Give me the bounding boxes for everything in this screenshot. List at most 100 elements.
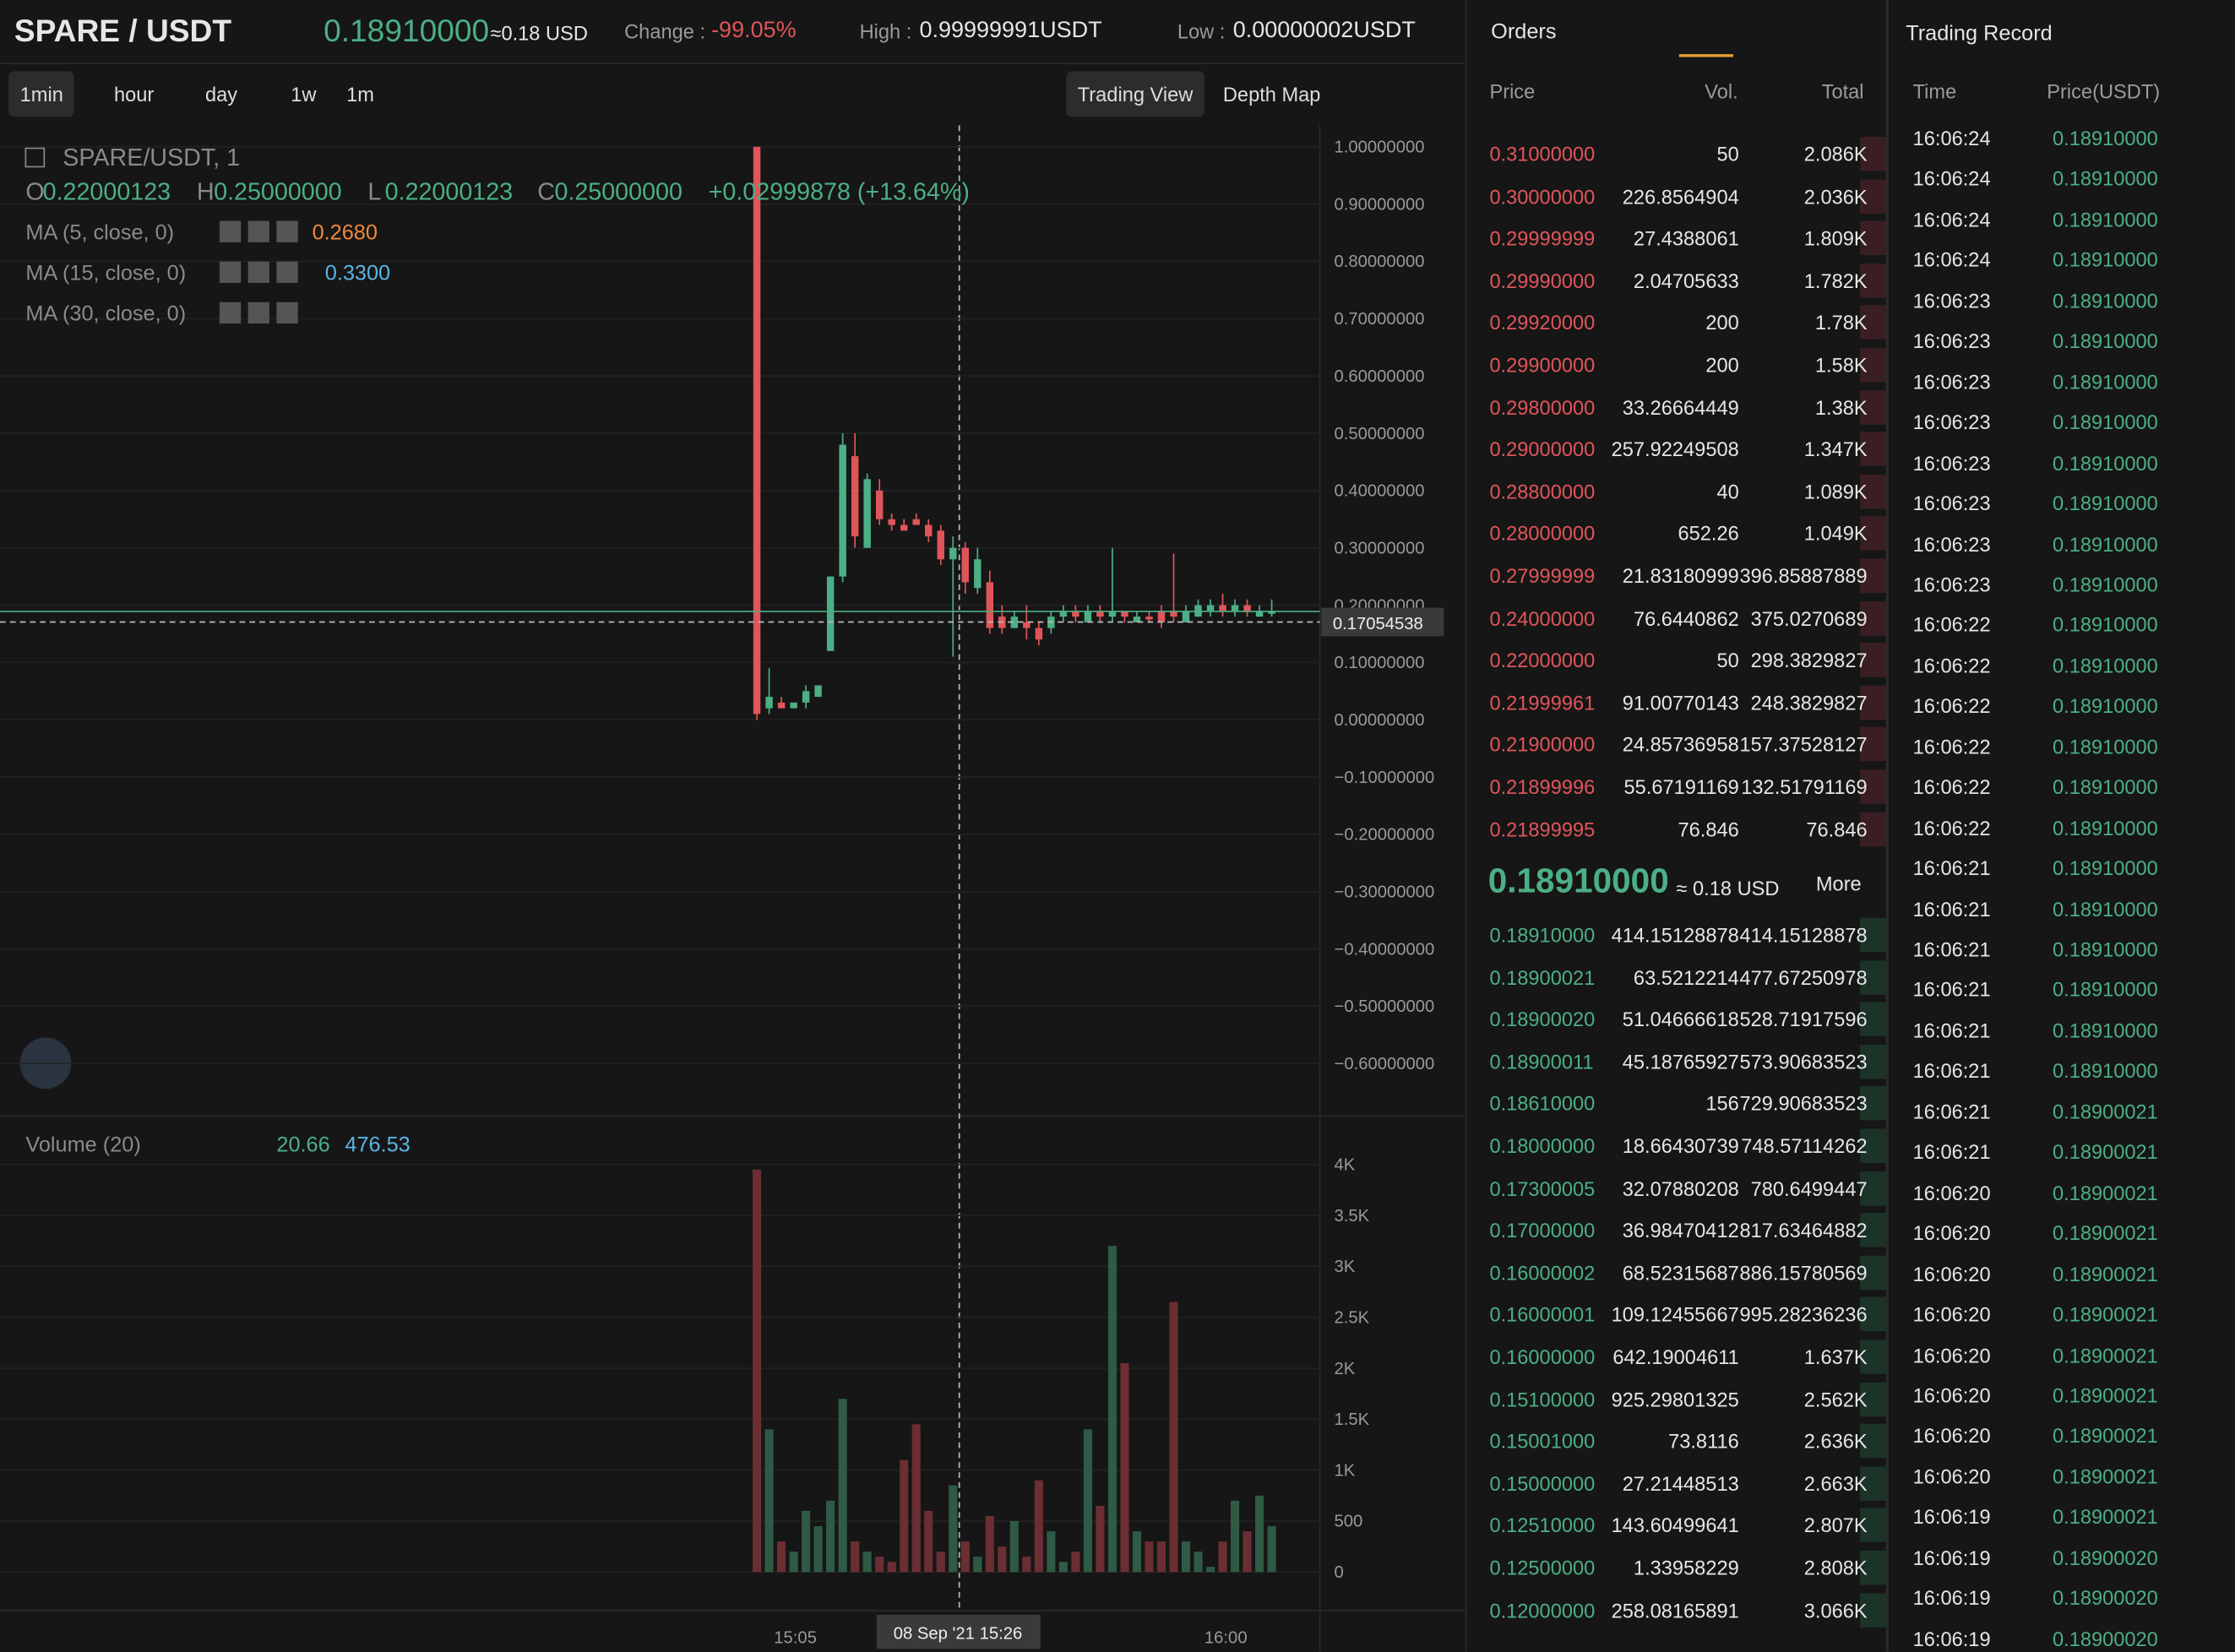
- y-tick-label: −0.30000000: [1335, 883, 1435, 901]
- trade-price: 0.18910000: [2053, 775, 2158, 799]
- ohlc: L: [367, 178, 381, 205]
- last-price: 0.18910000: [324, 13, 490, 49]
- mid-price: 0.18910000: [1487, 861, 1669, 901]
- candle-body: [839, 444, 846, 577]
- trade-price: 0.18910000: [2053, 978, 2158, 1002]
- orders-col: Price: [1489, 79, 1536, 103]
- candle-body: [790, 702, 797, 709]
- view-button[interactable]: Trading View: [1066, 71, 1205, 117]
- interval-button[interactable]: 1m: [346, 82, 374, 106]
- trade-time: 16:06:21: [1912, 937, 1991, 961]
- orders-col: Total: [1821, 79, 1864, 103]
- candle-body: [1059, 611, 1068, 617]
- ma-value: 0.3300: [325, 262, 390, 285]
- depth-bar: [1860, 558, 1886, 593]
- candle-body: [1096, 611, 1104, 617]
- candle-body: [1219, 605, 1226, 611]
- trade-price: 0.18910000: [2053, 897, 2158, 921]
- interval-button[interactable]: hour: [114, 82, 155, 106]
- trade-time: 16:06:23: [1912, 532, 1991, 556]
- order-price: 0.12510000: [1489, 1513, 1596, 1537]
- order-vol: 33.26664449: [1622, 395, 1739, 419]
- candle-body: [1255, 611, 1264, 617]
- order-vol: 68.52315687: [1622, 1261, 1739, 1285]
- candle-body: [1145, 617, 1153, 620]
- trades-col: Time: [1912, 79, 1957, 103]
- trade-time: 16:06:21: [1912, 1059, 1991, 1083]
- y-tick-label: 0.80000000: [1335, 253, 1425, 271]
- depth-bar: [1860, 432, 1886, 467]
- candle-body: [1243, 605, 1251, 611]
- candle-body: [1157, 611, 1166, 622]
- volume-bar: [802, 1510, 811, 1573]
- trade-time: 16:06:22: [1912, 694, 1991, 718]
- symbol: SPARE/USDT, 1: [63, 144, 240, 171]
- interval-button[interactable]: day: [205, 82, 238, 106]
- y-tick-label: −0.20000000: [1335, 826, 1435, 845]
- order-vol: 55.67191169: [1623, 775, 1739, 798]
- collapse-icon[interactable]: [24, 147, 46, 168]
- candle-body: [851, 456, 859, 537]
- change-label: Change :: [624, 19, 706, 43]
- depth-bar: [1860, 1382, 1886, 1416]
- trade-price: 0.18910000: [2053, 613, 2158, 637]
- order-price: 0.18900020: [1489, 1008, 1596, 1031]
- trade-price: 0.18910000: [2053, 248, 2158, 272]
- orders-title: Orders: [1491, 19, 1557, 45]
- tab-underline: [1678, 54, 1733, 57]
- depth-bar: [1860, 220, 1886, 256]
- order-vol: 200: [1705, 311, 1739, 334]
- last-usd: ≈0.18 USD: [490, 21, 588, 45]
- volume-bar: [1205, 1567, 1215, 1573]
- depth-bar: [1860, 1592, 1886, 1628]
- volume-bar: [985, 1515, 994, 1573]
- candle-body: [888, 519, 895, 525]
- order-total: 817.63464882: [1739, 1219, 1868, 1242]
- trade-time: 16:06:22: [1912, 613, 1991, 637]
- volume-bar: [1071, 1551, 1080, 1573]
- depth-bar: [1860, 1466, 1886, 1501]
- trade-price: 0.18900021: [2053, 1383, 2158, 1407]
- depth-bar: [1860, 643, 1886, 677]
- volume-bar: [753, 1169, 762, 1573]
- order-total: 2.636K: [1803, 1429, 1868, 1453]
- v-tick-label: 3.5K: [1335, 1207, 1370, 1225]
- depth-bar: [1860, 600, 1886, 635]
- depth-bar: [1860, 1086, 1886, 1122]
- pair[interactable]: SPARE / USDT: [14, 13, 232, 49]
- order-total: 76.846: [1806, 817, 1868, 840]
- order-vol: 925.29801325: [1611, 1387, 1739, 1410]
- volume-bar: [875, 1557, 884, 1573]
- view-button[interactable]: Depth Map: [1222, 82, 1321, 106]
- y-tick-label: 0.90000000: [1335, 195, 1425, 214]
- order-total: 3.066K: [1803, 1598, 1868, 1622]
- depth-bar: [1860, 1255, 1886, 1290]
- more-link[interactable]: More: [1815, 872, 1862, 895]
- order-vol: 652.26: [1678, 522, 1739, 546]
- ma-icon: [219, 220, 242, 242]
- interval-button[interactable]: 1w: [291, 82, 317, 106]
- order-total: 477.67250978: [1739, 965, 1868, 989]
- volume-bar: [1181, 1541, 1191, 1573]
- order-vol: 32.07880208: [1622, 1177, 1739, 1200]
- trade-time: 16:06:20: [1912, 1465, 1991, 1488]
- interval-button[interactable]: 1min: [8, 71, 75, 117]
- depth-bar: [1860, 959, 1886, 995]
- volume-bar: [1267, 1526, 1276, 1573]
- order-price: 0.29999999: [1489, 226, 1596, 250]
- volume-bar: [887, 1562, 896, 1573]
- trade-time: 16:06:20: [1912, 1343, 1991, 1367]
- order-vol: 642.19004611: [1612, 1345, 1739, 1368]
- order-total: 1.637K: [1803, 1345, 1868, 1368]
- trades-col: Price(USDT): [2047, 79, 2161, 103]
- candle-body: [949, 547, 957, 560]
- trade-time: 16:06:21: [1912, 1140, 1991, 1164]
- order-price: 0.18610000: [1489, 1092, 1596, 1116]
- candle-body: [1010, 617, 1019, 628]
- trade-time: 16:06:24: [1912, 127, 1991, 150]
- trade-price: 0.18910000: [2053, 492, 2158, 515]
- ma-icon: [247, 302, 269, 324]
- trade-price: 0.18900021: [2053, 1505, 2158, 1529]
- order-total: 396.85887889: [1739, 564, 1868, 588]
